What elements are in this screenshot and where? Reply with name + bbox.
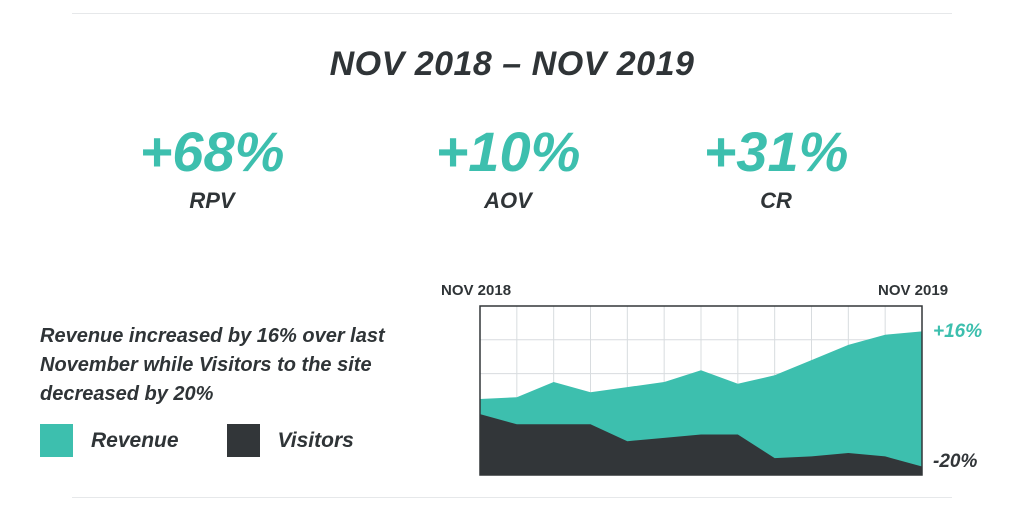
kpi-rpv: +68% RPV <box>82 124 342 214</box>
top-divider <box>72 13 952 14</box>
kpi-rpv-label: RPV <box>189 188 235 213</box>
chart-legend: Revenue Visitors <box>40 424 402 457</box>
legend-swatch-revenue <box>40 424 73 457</box>
legend-label-visitors: Visitors <box>277 428 354 452</box>
kpi-aov: +10% AOV <box>378 124 638 214</box>
revenue-end-label: +16% <box>933 321 983 343</box>
chart-caption: Revenue increased by 16% over last Novem… <box>40 325 385 405</box>
plot-border <box>479 305 923 476</box>
kpi-cr: +31% CR <box>646 124 906 214</box>
legend-item-visitors: Visitors <box>226 424 354 457</box>
x-axis-end-label: NOV 2019 <box>878 282 949 299</box>
page-title: NOV 2018 – NOV 2019 <box>329 45 695 83</box>
visitors-end-label: -20% <box>933 450 978 472</box>
series-area-visitors <box>480 414 922 475</box>
legend-swatch-visitors <box>226 424 260 457</box>
legend-label-revenue: Revenue <box>91 428 179 452</box>
legend-item-revenue: Revenue <box>40 424 179 457</box>
x-axis-start-label: NOV 2018 <box>441 282 512 299</box>
kpi-cr-value: +31% <box>703 120 849 183</box>
kpi-aov-label: AOV <box>484 188 532 213</box>
kpi-rpv-value: +68% <box>139 120 285 183</box>
kpi-aov-value: +10% <box>435 120 581 183</box>
bottom-divider <box>72 497 952 498</box>
kpi-cr-label: CR <box>760 188 792 213</box>
